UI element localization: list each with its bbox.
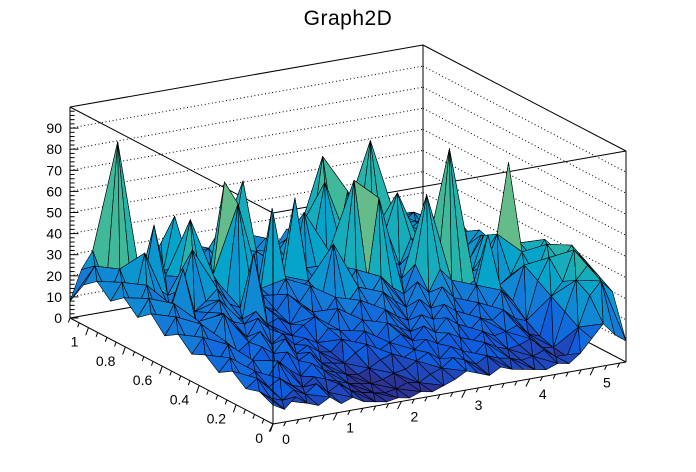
x-tick-label: 1 (346, 420, 354, 436)
z-axis: 0 10 20 30 40 50 60 70 80 90 (46, 107, 79, 326)
z-tick-label: 70 (46, 162, 62, 178)
x-tick-label: 2 (410, 408, 418, 424)
y-axis: 1 0.8 0.6 0.4 0.2 0 (67, 317, 274, 446)
z-tick-label: 90 (46, 120, 62, 136)
y-tick-label: 0.8 (96, 353, 116, 369)
z-tick-label: 20 (46, 268, 62, 284)
z-tick-label: 0 (54, 310, 62, 326)
x-tick-label: 5 (603, 375, 611, 391)
chart-title: Graph2D (303, 7, 393, 30)
z-tick-label: 30 (46, 247, 62, 263)
z-tick-label: 50 (46, 205, 62, 221)
z-tick-label: 10 (46, 289, 62, 305)
z-tick-label: 80 (46, 141, 62, 157)
x-tick-label: 3 (475, 397, 483, 413)
x-tick-label: 4 (539, 386, 547, 402)
z-tick-label: 40 (46, 226, 62, 242)
x-tick-label: 0 (282, 431, 290, 447)
y-tick-label: 0.2 (207, 411, 227, 427)
y-tick-label: 0 (255, 430, 263, 446)
surface-mesh (69, 140, 627, 410)
y-tick-label: 0.6 (133, 372, 153, 388)
y-tick-label: 0.4 (170, 391, 190, 407)
z-tick-label: 60 (46, 183, 62, 199)
y-tick-label: 1 (71, 334, 79, 350)
x-axis: 0 1 2 3 4 5 (268, 361, 627, 447)
